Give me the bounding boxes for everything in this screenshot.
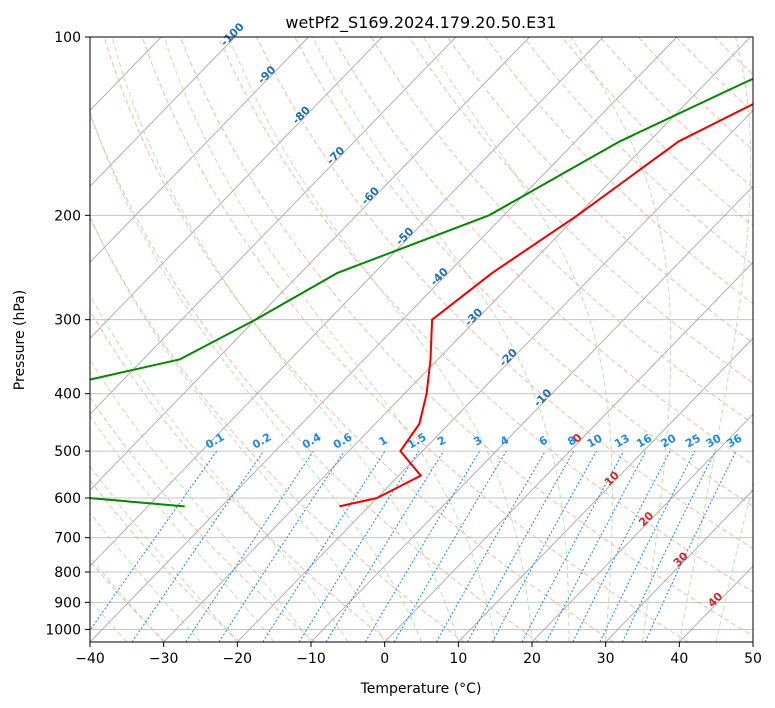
mixing-ratio-line: [218, 450, 345, 642]
x-tick-label: −30: [149, 651, 179, 667]
isotherm-line: [752, 641, 753, 642]
mixing-ratio-line: [467, 450, 575, 642]
moist-adiabat-line: [90, 556, 165, 642]
isotherm-line: [457, 337, 753, 642]
moist-adiabat-line: [90, 294, 349, 642]
grid-layer: [90, 37, 753, 642]
x-tick-label: −20: [223, 651, 253, 667]
mixing-ratio-line: [131, 450, 265, 642]
isotherm-line: [310, 185, 753, 642]
moist-adiabat-line: [715, 481, 753, 642]
x-tick-label: 40: [670, 651, 688, 667]
x-tick-label: 10: [449, 651, 467, 667]
isotherm-line: [90, 37, 530, 491]
isotherm-line: [90, 37, 457, 415]
temperature-line: [339, 103, 753, 508]
y-tick-label: 1000: [45, 622, 81, 638]
dry-adiabat-line: [90, 112, 540, 642]
dry-adiabat-line: [90, 216, 465, 642]
moist-adiabat-line: [423, 37, 613, 642]
dry-adiabat-line: [752, 37, 753, 38]
x-axis: −40 −30 −20 −10 0 10 20 30 40 50: [75, 642, 762, 667]
isotherm-line: [90, 37, 236, 188]
plot-frame: [89, 36, 754, 643]
moist-adiabat-line: [228, 37, 533, 642]
x-tick-label: 50: [744, 651, 762, 667]
dry-adiabat-line: [294, 37, 753, 507]
mixing-ratio-line: [621, 450, 716, 642]
y-tick-label: 300: [54, 313, 81, 329]
y-tick-label: 800: [54, 565, 81, 581]
moist-adiabat-line: [312, 37, 570, 642]
isotherm-line: [236, 109, 753, 642]
moist-adiabat-line: [90, 414, 275, 642]
series-layer: [90, 77, 753, 508]
dry-adiabat-line: [90, 396, 316, 642]
x-tick-label: −10: [296, 651, 326, 667]
dry-adiabat-line: [408, 37, 753, 384]
y-axis-label: Pressure (hPa): [12, 290, 28, 390]
moist-adiabat-line: [90, 215, 386, 642]
moist-adiabat-line: [111, 37, 459, 642]
dry-adiabat-line: [90, 309, 390, 642]
x-tick-label: 0: [380, 651, 389, 667]
isotherm-line: [90, 37, 383, 339]
moist-adiabat-line: [570, 37, 672, 642]
mixing-ratio-line: [393, 450, 507, 642]
mixing-ratio-line: [545, 450, 647, 642]
mixing-ratio-line: [599, 450, 696, 642]
dry-adiabat-line: [332, 37, 753, 466]
x-tick-label: 30: [597, 651, 615, 667]
x-tick-label: 20: [523, 651, 541, 667]
isotherm-line: [531, 413, 753, 642]
dry-adiabat-line: [90, 560, 166, 642]
isotherm-line: [90, 37, 604, 567]
dry-adiabat-line: [90, 479, 241, 642]
x-axis-label: Temperature (°C): [360, 681, 482, 697]
x-tick-label: −40: [75, 651, 105, 667]
mixing-ratio-line: [435, 450, 546, 642]
dry-adiabat-line: [103, 37, 614, 642]
y-tick-label: 200: [54, 208, 81, 224]
dry-adiabat-line: [141, 37, 689, 642]
chart-title: wetPf2_S169.2024.179.20.50.E31: [285, 13, 556, 33]
mixing-ratio-line: [491, 450, 597, 642]
moist-adiabat-line: [678, 37, 752, 642]
isotherm-line: [163, 37, 751, 642]
mixing-ratio-line: [521, 450, 625, 642]
dry-adiabat-line: [256, 37, 753, 550]
y-tick-label: 500: [54, 444, 81, 460]
y-tick-label: 900: [54, 595, 81, 611]
mixing-ratio-line: [572, 450, 671, 642]
y-axis: 100 200 300 400 500 600 700 800 900 1000: [45, 30, 90, 638]
mixing-ratio-line: [644, 450, 737, 642]
mixing-ratio-line: [262, 450, 386, 642]
dry-adiabat-line: [446, 37, 753, 344]
moist-adiabat-line: [90, 465, 238, 642]
y-tick-label: 400: [54, 387, 81, 403]
mixing-ratio-line: [364, 450, 481, 642]
moist-adiabat-line: [163, 37, 496, 642]
y-tick-label: 100: [54, 30, 81, 46]
y-tick-label: 600: [54, 491, 81, 507]
mixing-ratio-line: [90, 450, 218, 632]
moist-adiabat-line: [90, 109, 422, 642]
isotherm-line: [605, 489, 753, 642]
y-tick-label: 700: [54, 531, 81, 547]
moist-adiabat-line: [90, 358, 312, 642]
dewpoint-line: [90, 77, 753, 508]
mixing-ratio-line: [185, 450, 314, 642]
isotherm-line: [90, 37, 309, 263]
mixing-ratio-line: [325, 450, 444, 642]
isotherm-line: [384, 261, 753, 642]
moist-adiabat-line: [90, 512, 201, 642]
